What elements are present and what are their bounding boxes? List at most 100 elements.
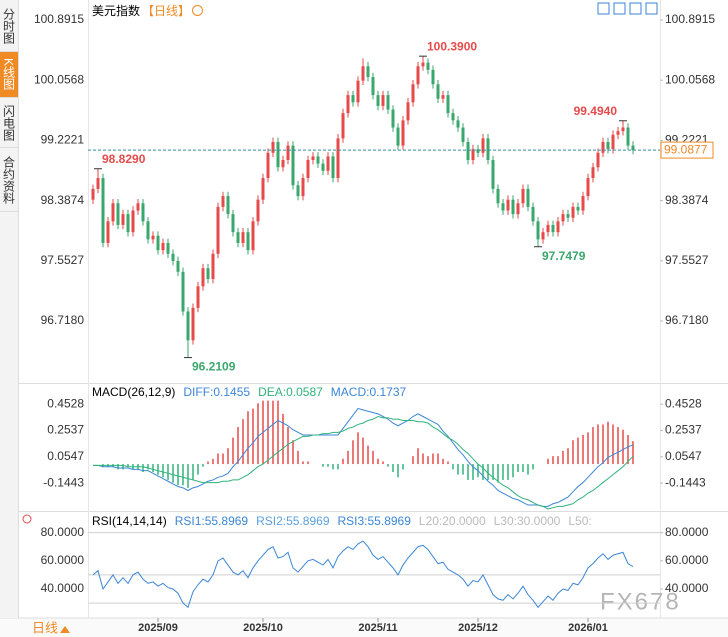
candle-body — [436, 84, 440, 99]
tab[interactable]: 合约资料 — [0, 148, 18, 212]
y-tick-label: 99.2221 — [41, 133, 85, 147]
candle-body — [166, 242, 170, 254]
candle-body — [216, 206, 220, 254]
candle-body — [536, 221, 540, 240]
toolbar-icons[interactable] — [597, 2, 658, 15]
settings-icon[interactable] — [22, 514, 32, 524]
candle-body — [556, 221, 560, 233]
candle-body — [121, 214, 125, 225]
macd-legend: MACD(26,12,9) DIFF:0.1455 DEA:0.0587 MACD:0… — [92, 385, 406, 399]
period[interactable]: 【日线】 — [142, 4, 191, 18]
icon[interactable] — [645, 2, 658, 15]
candle-body — [561, 214, 565, 222]
footer-bar — [0, 618, 728, 637]
candle-body — [191, 307, 195, 341]
candle-body — [116, 203, 120, 225]
icon[interactable] — [597, 2, 610, 15]
chart-title: 美元指数 — [92, 4, 141, 18]
candle-body — [176, 260, 180, 272]
candle-body — [271, 141, 275, 153]
candle-body — [521, 188, 525, 204]
candle-body — [566, 214, 570, 218]
extreme-label: 96.2109 — [192, 360, 236, 374]
candle-body — [591, 167, 595, 179]
candle-body — [551, 224, 555, 233]
candle-body — [111, 203, 115, 222]
candle-body — [361, 66, 365, 81]
y-tick-label: 100.8915 — [665, 12, 715, 26]
tab-active[interactable]: K线图 — [0, 52, 18, 98]
collapse-icon[interactable] — [192, 5, 204, 16]
candle-body — [151, 235, 155, 240]
x-tick-label: 2025/09 — [138, 622, 178, 634]
candle-body — [431, 69, 435, 85]
extreme-label: 97.7479 — [542, 249, 586, 263]
candle-body — [531, 206, 535, 222]
candle-body — [586, 178, 590, 197]
legend-item: DIFF:0.1455 — [183, 385, 251, 399]
legend-item: MACD(26,12,9) — [92, 385, 176, 399]
tab[interactable]: 分时图 — [0, 0, 18, 52]
y-tick-label: 0.2537 — [665, 423, 702, 437]
y-tick-label: 0.2537 — [47, 423, 84, 437]
candle-body — [501, 203, 505, 211]
candle-body — [326, 156, 330, 171]
candle-body — [611, 134, 615, 150]
candle-body — [411, 84, 415, 103]
watermark: FX678 — [600, 588, 681, 615]
y-tick-label: 98.3874 — [665, 193, 709, 207]
legend-item: MACD:0.1737 — [330, 385, 407, 399]
candle-body — [211, 253, 215, 280]
candle-body — [221, 196, 225, 207]
y-tick-label: -0.1443 — [43, 475, 84, 489]
period-arrow[interactable] — [60, 626, 70, 633]
candle-body — [201, 268, 205, 287]
extreme-label: 99.4940 — [574, 104, 618, 118]
tab[interactable]: 闪电图 — [0, 98, 18, 148]
candle-body — [281, 160, 285, 168]
candle-body — [236, 232, 240, 243]
candle-body — [181, 271, 185, 312]
candle-body — [136, 203, 140, 211]
candle-body — [491, 160, 495, 189]
candle-body — [496, 188, 500, 204]
candle-body — [631, 145, 635, 151]
candle-body — [511, 199, 515, 215]
rsi-legend: RSI(14,14,14) RSI1:55.8969 RSI2:55.8969 RSI… — [92, 514, 592, 528]
icon[interactable] — [629, 2, 642, 15]
candle-body — [266, 152, 270, 179]
y-tick-label: 0.4528 — [665, 396, 702, 410]
candle-body — [476, 149, 480, 153]
candle-body — [571, 206, 575, 218]
candle-body — [196, 286, 200, 308]
series-line — [92, 540, 634, 609]
candle-body — [371, 77, 375, 96]
legend-item: RSI(14,14,14) — [92, 514, 167, 528]
candle-body — [101, 178, 105, 243]
extreme-label: 100.3900 — [427, 39, 477, 53]
candle-body — [91, 188, 95, 200]
y-tick-label: 100.8915 — [34, 12, 84, 26]
candle-body — [321, 163, 325, 171]
candle-body — [291, 145, 295, 186]
candle-body — [306, 160, 310, 179]
y-tick-label: 100.0568 — [665, 72, 715, 86]
last-price-box — [660, 141, 714, 159]
candle-body — [286, 145, 290, 161]
candle-body — [251, 221, 255, 251]
y-tick-label: -0.1443 — [665, 475, 706, 489]
candle-body — [241, 232, 245, 243]
candle-body — [106, 221, 110, 243]
candle-body — [141, 203, 145, 222]
candle-body — [261, 178, 265, 200]
period-footer[interactable]: 日线 — [32, 620, 58, 635]
x-tick-label: 2026/01 — [568, 622, 608, 634]
candle-body — [461, 127, 465, 142]
icon[interactable] — [613, 2, 626, 15]
candle-body — [486, 138, 490, 161]
candle-body — [336, 138, 340, 179]
candle-body — [471, 149, 475, 161]
candle-body — [596, 152, 600, 168]
